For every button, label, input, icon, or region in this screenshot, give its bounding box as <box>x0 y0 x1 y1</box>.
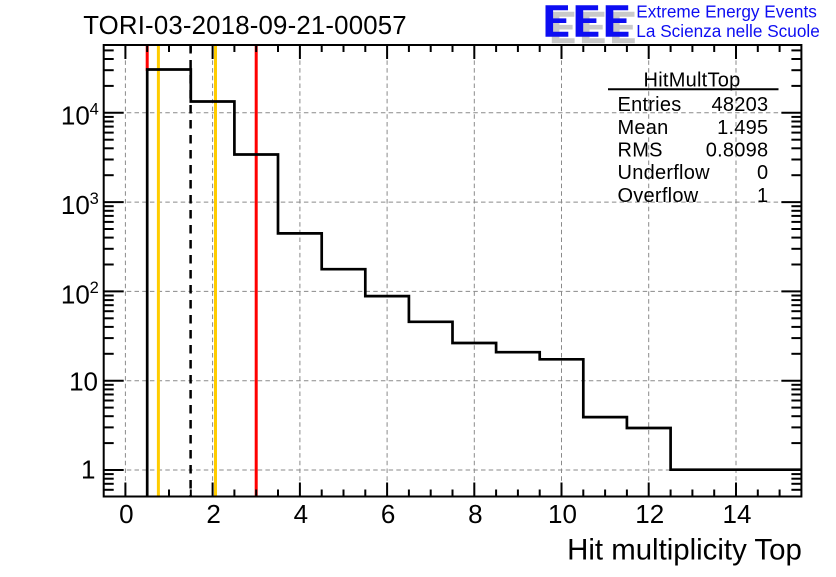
svg-text:0.8098: 0.8098 <box>706 140 769 162</box>
svg-text:TORI-03-2018-09-21-00057: TORI-03-2018-09-21-00057 <box>83 12 407 40</box>
svg-text:8: 8 <box>468 499 482 529</box>
svg-text:10: 10 <box>69 366 98 396</box>
svg-text:1.495: 1.495 <box>717 117 768 139</box>
svg-text:14: 14 <box>723 499 752 529</box>
svg-text:Underflow: Underflow <box>618 162 711 184</box>
svg-text:Hit multiplicity Top: Hit multiplicity Top <box>567 534 802 567</box>
svg-text:6: 6 <box>381 499 395 529</box>
svg-text:2: 2 <box>90 279 99 297</box>
svg-text:10: 10 <box>61 101 90 131</box>
svg-text:10: 10 <box>61 190 90 220</box>
svg-text:RMS: RMS <box>618 140 663 162</box>
svg-text:0: 0 <box>119 499 133 529</box>
svg-text:Extreme Energy Events: Extreme Energy Events <box>636 2 817 22</box>
svg-text:1: 1 <box>81 454 95 484</box>
svg-text:3: 3 <box>90 190 99 208</box>
svg-text:2: 2 <box>206 499 220 529</box>
svg-text:Mean: Mean <box>618 117 669 139</box>
svg-text:Entries: Entries <box>618 94 682 116</box>
svg-text:48203: 48203 <box>712 94 769 116</box>
svg-text:La Scienza nelle Scuole: La Scienza nelle Scuole <box>636 21 819 41</box>
svg-text:1: 1 <box>757 185 768 207</box>
svg-text:0: 0 <box>757 162 768 184</box>
svg-text:4: 4 <box>90 101 99 119</box>
svg-text:10: 10 <box>548 499 577 529</box>
svg-text:10: 10 <box>61 279 90 309</box>
svg-text:Overflow: Overflow <box>618 185 699 207</box>
svg-text:4: 4 <box>294 499 308 529</box>
svg-text:HitMultTop: HitMultTop <box>644 70 741 92</box>
svg-text:12: 12 <box>635 499 664 529</box>
